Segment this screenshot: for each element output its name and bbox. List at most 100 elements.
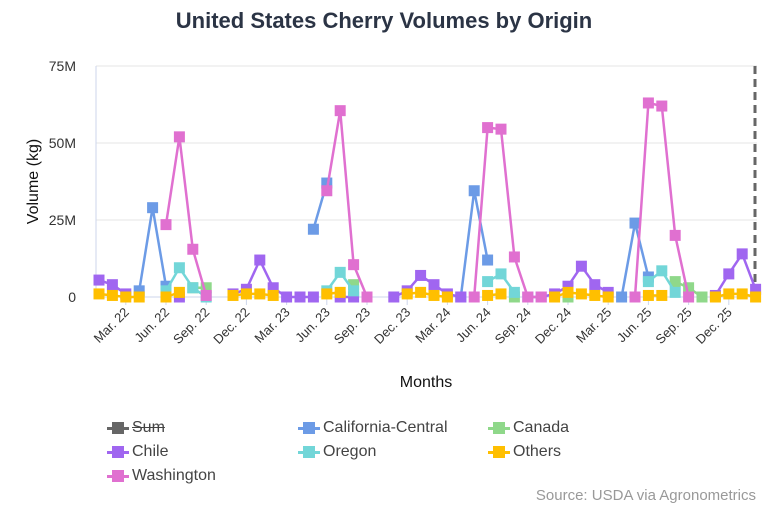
data-point-others[interactable] bbox=[750, 291, 762, 303]
data-point-chile[interactable] bbox=[281, 291, 293, 303]
data-point-oregon[interactable] bbox=[348, 285, 360, 297]
data-point-oregon[interactable] bbox=[160, 285, 172, 297]
data-point-chile[interactable] bbox=[589, 279, 601, 291]
data-point-chile[interactable] bbox=[723, 268, 735, 280]
data-point-others[interactable] bbox=[495, 288, 507, 300]
data-point-california-central[interactable] bbox=[321, 177, 333, 189]
data-point-oregon[interactable] bbox=[495, 268, 507, 280]
data-point-washington[interactable] bbox=[629, 291, 641, 303]
data-point-california-central[interactable] bbox=[616, 291, 628, 303]
legend-item-california-central[interactable]: California-Central bbox=[298, 419, 448, 437]
legend-item-oregon[interactable]: Oregon bbox=[298, 443, 376, 461]
legend-item-sum[interactable]: Sum bbox=[107, 419, 165, 437]
data-point-california-central[interactable] bbox=[147, 202, 159, 214]
data-point-california-central[interactable] bbox=[133, 285, 145, 297]
data-point-others[interactable] bbox=[334, 286, 346, 298]
data-point-washington[interactable] bbox=[642, 97, 654, 109]
data-point-canada[interactable] bbox=[696, 291, 708, 303]
legend-item-canada[interactable]: Canada bbox=[488, 419, 569, 437]
data-point-others[interactable] bbox=[401, 288, 413, 300]
data-point-oregon[interactable] bbox=[187, 282, 199, 294]
data-point-others[interactable] bbox=[575, 288, 587, 300]
data-point-others[interactable] bbox=[441, 291, 453, 303]
data-point-others[interactable] bbox=[106, 289, 118, 301]
data-point-chile[interactable] bbox=[388, 291, 400, 303]
data-point-others[interactable] bbox=[254, 288, 266, 300]
data-point-others[interactable] bbox=[93, 288, 105, 300]
data-point-chile[interactable] bbox=[106, 279, 118, 291]
data-point-oregon[interactable] bbox=[334, 266, 346, 278]
data-point-others[interactable] bbox=[415, 286, 427, 298]
data-point-chile[interactable] bbox=[428, 279, 440, 291]
data-point-chile[interactable] bbox=[294, 291, 306, 303]
data-point-others[interactable] bbox=[267, 289, 279, 301]
data-point-washington[interactable] bbox=[200, 289, 212, 301]
data-point-others[interactable] bbox=[133, 291, 145, 303]
data-point-washington[interactable] bbox=[669, 229, 681, 241]
data-point-canada[interactable] bbox=[669, 276, 681, 288]
data-point-oregon[interactable] bbox=[173, 262, 185, 274]
data-point-canada[interactable] bbox=[348, 279, 360, 291]
data-point-washington[interactable] bbox=[508, 251, 520, 263]
data-point-chile[interactable] bbox=[736, 248, 748, 260]
series-line-others bbox=[407, 291, 448, 299]
data-point-washington[interactable] bbox=[361, 291, 373, 303]
data-point-others[interactable] bbox=[709, 291, 721, 303]
data-point-oregon[interactable] bbox=[669, 286, 681, 298]
data-point-chile[interactable] bbox=[267, 282, 279, 294]
data-point-others[interactable] bbox=[736, 288, 748, 300]
data-point-others[interactable] bbox=[240, 288, 252, 300]
data-point-washington[interactable] bbox=[348, 259, 360, 271]
data-point-oregon[interactable] bbox=[508, 286, 520, 298]
data-point-oregon[interactable] bbox=[642, 276, 654, 288]
legend-item-chile[interactable]: Chile bbox=[107, 443, 168, 461]
data-point-others[interactable] bbox=[120, 291, 132, 303]
data-point-canada[interactable] bbox=[683, 282, 695, 294]
data-point-others[interactable] bbox=[482, 289, 494, 301]
data-point-washington[interactable] bbox=[334, 105, 346, 117]
data-point-others[interactable] bbox=[656, 289, 668, 301]
data-point-chile[interactable] bbox=[254, 254, 266, 266]
legend-item-others[interactable]: Others bbox=[488, 443, 561, 461]
data-point-chile[interactable] bbox=[307, 291, 319, 303]
data-point-california-central[interactable] bbox=[482, 254, 494, 266]
data-point-washington[interactable] bbox=[683, 291, 695, 303]
data-point-chile[interactable] bbox=[93, 274, 105, 286]
data-point-california-central[interactable] bbox=[629, 217, 641, 229]
data-point-chile[interactable] bbox=[455, 291, 467, 303]
data-point-others[interactable] bbox=[602, 291, 614, 303]
legend-item-washington[interactable]: Washington bbox=[107, 467, 216, 485]
data-point-others[interactable] bbox=[160, 291, 172, 303]
data-point-washington[interactable] bbox=[187, 243, 199, 255]
data-point-others[interactable] bbox=[562, 286, 574, 298]
data-point-washington[interactable] bbox=[495, 123, 507, 135]
data-point-washington[interactable] bbox=[321, 185, 333, 197]
data-point-chile[interactable] bbox=[575, 260, 587, 272]
data-point-others[interactable] bbox=[227, 289, 239, 301]
data-point-chile[interactable] bbox=[348, 291, 360, 303]
data-point-others[interactable] bbox=[589, 289, 601, 301]
data-point-washington[interactable] bbox=[656, 100, 668, 112]
data-point-washington[interactable] bbox=[482, 122, 494, 134]
data-point-chile[interactable] bbox=[750, 283, 762, 295]
data-point-washington[interactable] bbox=[173, 131, 185, 143]
data-point-washington[interactable] bbox=[468, 291, 480, 303]
data-point-chile[interactable] bbox=[562, 280, 574, 292]
data-point-others[interactable] bbox=[642, 289, 654, 301]
data-point-california-central[interactable] bbox=[307, 223, 319, 235]
data-point-chile[interactable] bbox=[415, 269, 427, 281]
data-point-washington[interactable] bbox=[160, 219, 172, 231]
data-point-california-central[interactable] bbox=[468, 185, 480, 197]
data-point-canada[interactable] bbox=[200, 282, 212, 294]
data-point-others[interactable] bbox=[723, 288, 735, 300]
data-point-washington[interactable] bbox=[522, 291, 534, 303]
data-point-others[interactable] bbox=[173, 286, 185, 298]
data-point-others[interactable] bbox=[549, 291, 561, 303]
x-tick-label: Mar. 22 bbox=[91, 305, 132, 346]
data-point-others[interactable] bbox=[321, 288, 333, 300]
data-point-oregon[interactable] bbox=[482, 276, 494, 288]
data-point-washington[interactable] bbox=[535, 291, 547, 303]
data-point-others[interactable] bbox=[428, 289, 440, 301]
data-point-oregon[interactable] bbox=[656, 265, 668, 277]
